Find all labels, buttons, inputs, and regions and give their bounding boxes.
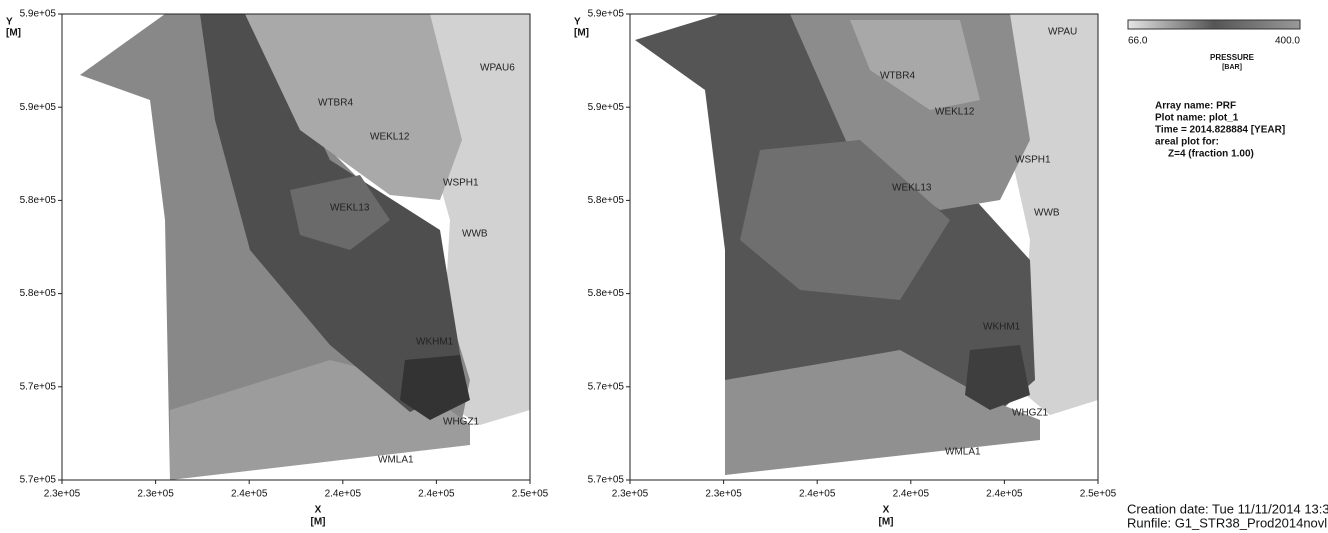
- y-axis-label: Y: [6, 17, 13, 28]
- well-label: WEKL12: [935, 107, 975, 118]
- x-axis-unit: [M]: [879, 517, 894, 528]
- y-axis-label: Y: [574, 17, 581, 28]
- x-tick-label: 2.3e+05: [137, 489, 174, 500]
- well-label: WPAU: [1048, 27, 1077, 38]
- legend-max: 400.0: [1275, 36, 1300, 47]
- footer-line: Creation date: Tue 11/11/2014 13:3: [1127, 501, 1328, 516]
- well-label: WTBR4: [318, 98, 353, 109]
- info-line: Plot name: plot_1: [1155, 113, 1239, 124]
- map-2: [635, 14, 1098, 475]
- x-tick-label: 2.3e+05: [705, 489, 742, 500]
- x-tick-label: 2.5e+05: [512, 489, 549, 500]
- info-line: areal plot for:: [1155, 137, 1219, 148]
- x-tick-label: 2.4e+05: [799, 489, 836, 500]
- y-tick-label: 5.9e+05: [20, 102, 57, 113]
- info-line: Array name: PRF: [1155, 101, 1236, 112]
- well-label: WWB: [1034, 208, 1060, 219]
- well-label: WSPH1: [1015, 155, 1051, 166]
- footer-line: Runfile: G1_STR38_Prod2014novl: [1127, 515, 1327, 530]
- well-label: WEKL13: [892, 183, 932, 194]
- y-tick-label: 5.9e+05: [588, 102, 625, 113]
- x-tick-label: 2.4e+05: [231, 489, 268, 500]
- y-tick-label: 5.7e+05: [20, 381, 57, 392]
- x-tick-label: 2.3e+05: [612, 489, 649, 500]
- x-axis-unit: [M]: [311, 517, 326, 528]
- well-label: WMLA1: [378, 455, 414, 466]
- info-line: Z=4 (fraction 1.00): [1168, 149, 1254, 160]
- well-label: WHGZ1: [1012, 408, 1049, 419]
- well-label: WHGZ1: [443, 417, 480, 428]
- y-tick-label: 5.8e+05: [588, 288, 625, 299]
- y-tick-label: 5.7e+05: [588, 381, 625, 392]
- well-label: WWB: [462, 229, 488, 240]
- x-tick-label: 2.4e+05: [325, 489, 362, 500]
- legend-unit: [BAR]: [1222, 64, 1242, 71]
- y-tick-label: 5.7e+05: [588, 475, 625, 486]
- x-tick-label: 2.4e+05: [418, 489, 455, 500]
- well-label: WEKL12: [370, 132, 410, 143]
- legend-min: 66.0: [1128, 36, 1148, 47]
- well-label: WPAU6: [480, 63, 515, 74]
- frame-2: [629, 13, 1099, 481]
- y-tick-label: 5.9e+05: [588, 9, 625, 20]
- y-axis-unit: [M]: [574, 28, 589, 39]
- x-tick-label: 2.5e+05: [1080, 489, 1117, 500]
- well-label: WKHM1: [416, 337, 454, 348]
- map-1: [80, 14, 530, 480]
- well-label: WTBR4: [880, 71, 915, 82]
- well-label: WKHM1: [983, 322, 1021, 333]
- x-axis-label: X: [883, 505, 890, 516]
- well-label: WSPH1: [443, 178, 479, 189]
- info-line: Time = 2014.828884 [YEAR]: [1155, 125, 1285, 136]
- frame-1: [61, 13, 531, 481]
- y-tick-label: 5.8e+05: [588, 195, 625, 206]
- well-label: WMLA1: [945, 447, 981, 458]
- colorbar: [1127, 19, 1301, 30]
- y-tick-label: 5.8e+05: [20, 195, 57, 206]
- y-tick-label: 5.8e+05: [20, 288, 57, 299]
- x-axis-label: X: [315, 505, 322, 516]
- y-axis-unit: [M]: [6, 28, 21, 39]
- x-tick-label: 2.4e+05: [986, 489, 1023, 500]
- x-tick-label: 2.3e+05: [44, 489, 81, 500]
- x-tick-label: 2.4e+05: [893, 489, 930, 500]
- well-label: WEKL13: [330, 203, 370, 214]
- y-tick-label: 5.7e+05: [20, 475, 57, 486]
- legend-title: PRESSURE: [1210, 53, 1255, 62]
- y-tick-label: 5.9e+05: [20, 9, 57, 20]
